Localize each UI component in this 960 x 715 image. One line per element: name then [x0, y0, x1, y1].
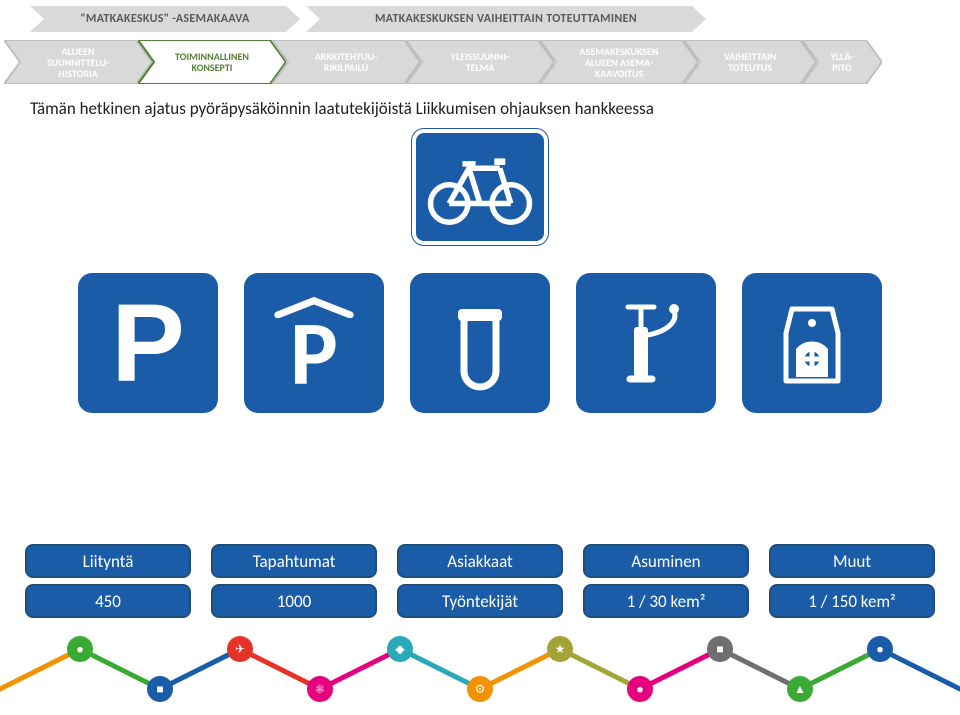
locker-icon [762, 293, 862, 393]
footer-graphic: ● ■ ✈ ☀ ◆ ⚙ ★ ● ■ ▲ ● [0, 629, 960, 715]
crumb-step: YLLÄ- PITO [802, 40, 882, 84]
sign-covered-parking: P [244, 273, 384, 413]
svg-text:■: ■ [156, 683, 163, 697]
svg-text:●: ● [76, 643, 83, 657]
sign-locker [742, 273, 882, 413]
category-column: Muut 1 / 150 kem² [769, 544, 935, 618]
bicycle-icon [425, 147, 535, 227]
crumb-label: ALUEEN SUUNNITTELU- HISTORIA [47, 46, 109, 79]
bike-pump-icon [596, 293, 696, 393]
category-column: Liityntä 450 [25, 544, 191, 618]
svg-text:✈: ✈ [235, 643, 245, 657]
category-value: 1 / 30 kem² [583, 584, 749, 618]
svg-text:◆: ◆ [395, 643, 405, 657]
crumb-step: ALUEEN SUUNNITTELU- HISTORIA [4, 40, 152, 84]
category-label: Asuminen [583, 544, 749, 578]
banner-asemakaava: "MATKAKESKUS" -ASEMAKAAVA [30, 6, 300, 32]
category-column: Asuminen 1 / 30 kem² [583, 544, 749, 618]
category-value: 1 / 150 kem² [769, 584, 935, 618]
crumb-step: ASEMAKESKUKSEN ALUEEN ASEMA- KAAVOITUS [540, 40, 698, 84]
category-label: Asiakkaat [397, 544, 563, 578]
category-label: Tapahtumat [211, 544, 377, 578]
banner-toteuttaminen-label: MATKAKESKUKSEN VAIHEITTAIN TOTEUTTAMINEN [306, 12, 706, 26]
banner-toteuttaminen: MATKAKESKUKSEN VAIHEITTAIN TOTEUTTAMINEN [306, 6, 706, 32]
banner-asemakaava-label: "MATKAKESKUS" -ASEMAKAAVA [30, 12, 300, 26]
crumb-label: YLLÄ- PITO [831, 51, 854, 73]
subtitle: Tämän hetkinen ajatus pyöräpysäköinnin l… [30, 98, 960, 119]
svg-text:■: ■ [716, 643, 723, 657]
svg-text:★: ★ [555, 643, 566, 657]
crumb-label: ARKKITEHTUU- RIKILPAILU [315, 51, 378, 73]
crumb-step: ARKKITEHTUU- RIKILPAILU [272, 40, 420, 84]
category-value: 1000 [211, 584, 377, 618]
svg-text:⚙: ⚙ [475, 683, 486, 697]
crumb-label: ASEMAKESKUKSEN ALUEEN ASEMA- KAAVOITUS [580, 46, 659, 79]
category-table: Liityntä 450 Tapahtumat 1000 Asiakkaat Työnte… [0, 544, 960, 618]
sign-pump [576, 273, 716, 413]
sign-row: P P [0, 273, 960, 413]
crumb-label: YLEISSUUNNI- TELMA [451, 51, 509, 73]
category-label: Liityntä [25, 544, 191, 578]
crumb-step: VAIHEITTAIN TOTEUTUS [684, 40, 816, 84]
crumb-label: VAIHEITTAIN TOTEUTUS [724, 51, 777, 73]
category-value: Työntekijät [397, 584, 563, 618]
signs-area: P P [0, 119, 960, 459]
u-lock-icon [430, 293, 530, 393]
svg-text:▲: ▲ [794, 683, 806, 697]
svg-text:●: ● [876, 643, 883, 657]
banner-row: "MATKAKESKUS" -ASEMAKAAVA MATKAKESKUKSEN… [0, 6, 960, 32]
crumb-step: YLEISSUUNNI- TELMA [406, 40, 554, 84]
sign-parking: P [78, 273, 218, 413]
sign-lock [410, 273, 550, 413]
crumb-row: ALUEEN SUUNNITTELU- HISTORIA TOIMINNALLIN… [0, 40, 960, 84]
svg-text:☀: ☀ [316, 683, 325, 697]
category-column: Asiakkaat Työntekijät [397, 544, 563, 618]
category-value: 450 [25, 584, 191, 618]
category-label: Muut [769, 544, 935, 578]
crumb-step: TOIMINNALLINEN KONSEPTI [138, 40, 286, 84]
crumb-label: TOIMINNALLINEN KONSEPTI [175, 51, 249, 73]
category-column: Tapahtumat 1000 [211, 544, 377, 618]
sign-bicycle [412, 129, 548, 245]
svg-text:●: ● [636, 683, 643, 697]
